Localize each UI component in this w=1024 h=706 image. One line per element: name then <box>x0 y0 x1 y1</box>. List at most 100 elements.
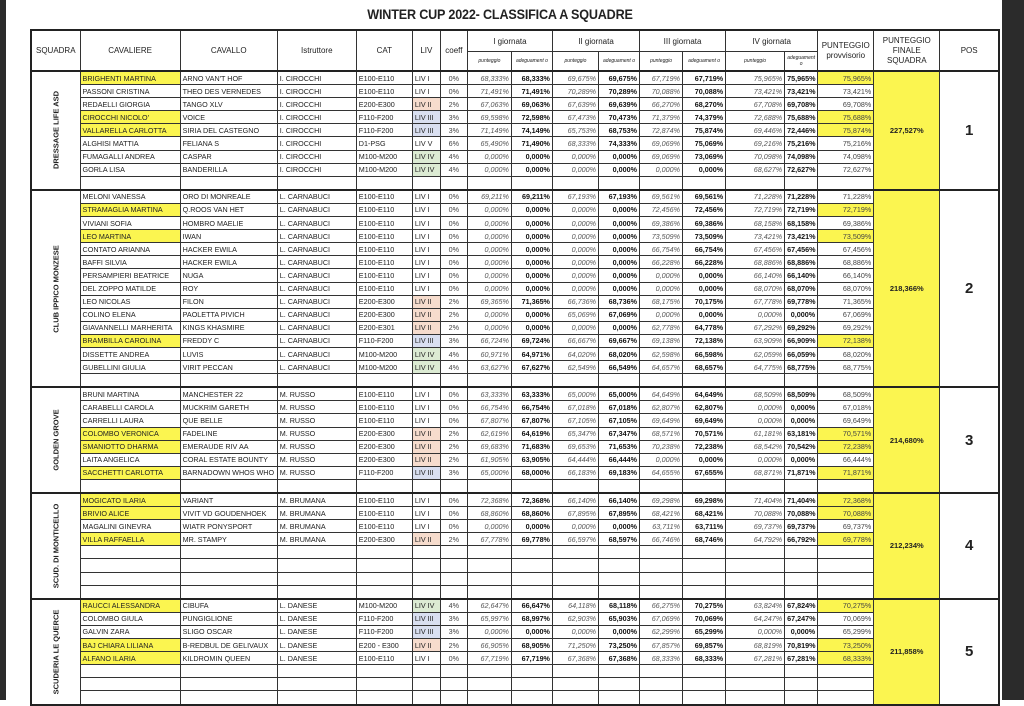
empty-cell <box>466 175 512 191</box>
score-adeguamento: 72,627% <box>784 162 819 177</box>
table-row: LEO MARTINA IWAN L. CARNABUCI E100-E110 LIV … <box>31 229 999 244</box>
category: E200-E300 <box>355 452 413 467</box>
score-adeguamento: 68,860% <box>510 506 553 521</box>
score-punteggio: 71,404% <box>725 492 786 508</box>
level-badge: LIV I <box>411 268 441 283</box>
empty-cell <box>817 558 875 573</box>
horse-name: FREDDY C <box>179 333 278 348</box>
rider-name: VILLA RAFFAELLA <box>79 532 181 547</box>
score-provvisorio: 74,098% <box>817 149 875 164</box>
score-punteggio: 67,778% <box>466 532 512 547</box>
team-label: CLUB IPPICO MONZESE <box>51 244 61 333</box>
empty-row <box>31 584 999 600</box>
empty-cell <box>411 690 441 705</box>
empty-cell <box>551 175 599 191</box>
score-adeguamento: 70,088% <box>784 506 819 521</box>
empty-cell <box>597 373 641 388</box>
horse-name: ORO DI MONREALE <box>179 188 278 204</box>
empty-cell <box>466 545 512 560</box>
category: M100-M200 <box>355 346 413 362</box>
horse-name: HACKER EWILA <box>179 242 278 257</box>
empty-cell <box>510 664 553 679</box>
instructor: L. DANESE <box>276 651 357 666</box>
team-final-score: 212,234% <box>873 492 941 600</box>
empty-cell <box>551 545 599 560</box>
instructor: I. CIROCCHI <box>276 70 357 86</box>
level-badge: LIV I <box>411 413 441 428</box>
score-adeguamento: 65,299% <box>682 624 727 640</box>
level-badge: LIV III <box>411 611 441 626</box>
score-adeguamento: 71,404% <box>784 492 819 508</box>
score-punteggio: 0,000% <box>551 202 599 218</box>
table-row: CONTATO ARIANNA HACKER EWILA L. CARNABUCI E… <box>31 242 999 257</box>
score-provvisorio: 66,140% <box>817 268 875 283</box>
table-row: SCUD. DI MONTICELLO MOGICATO ILARIA VARIAN… <box>30 492 1000 600</box>
horse-name: HACKER EWILA <box>179 255 278 270</box>
score-adeguamento: 68,158% <box>784 216 819 231</box>
rider-name: BRAMBILLA CAROLINA <box>79 333 181 348</box>
score-punteggio: 68,070% <box>725 281 786 296</box>
empty-cell <box>179 545 278 560</box>
category: E100-E110 <box>355 400 413 415</box>
header-provvisorio: PUNTEGGIO provvisorio <box>817 29 875 72</box>
instructor: M. RUSSO <box>276 426 357 441</box>
empty-cell <box>79 571 181 586</box>
empty-cell <box>510 690 553 705</box>
empty-cell <box>276 175 357 191</box>
score-punteggio: 73,509% <box>639 229 684 244</box>
instructor: M. RUSSO <box>276 413 357 428</box>
score-adeguamento: 0,000% <box>597 268 641 283</box>
score-adeguamento: 72,238% <box>682 439 727 454</box>
instructor: I. CIROCCHI <box>276 84 357 99</box>
score-provvisorio: 75,216% <box>817 136 875 151</box>
screen-edge-right <box>1002 0 1024 700</box>
score-punteggio: 68,333% <box>639 651 684 666</box>
score-adeguamento: 68,070% <box>784 281 819 296</box>
rider-name: CIROCCHI NICOLO' <box>79 110 181 125</box>
instructor: L. CARNABUCI <box>276 360 357 375</box>
coefficient: 2% <box>439 532 468 547</box>
score-punteggio: 68,627% <box>725 162 786 177</box>
score-adeguamento: 69,063% <box>510 97 553 112</box>
empty-cell <box>466 571 512 586</box>
table-row: BAJ CHIARA LILIANA B-REDBUL DE GELIVAUX L.… <box>31 638 999 653</box>
score-adeguamento: 68,997% <box>510 611 553 626</box>
empty-cell <box>725 478 786 494</box>
coefficient: 0% <box>439 216 468 231</box>
empty-cell <box>411 558 441 573</box>
empty-cell <box>551 677 599 692</box>
empty-cell <box>725 690 786 705</box>
horse-name: CIBUFA <box>179 597 278 613</box>
score-adeguamento: 67,824% <box>784 597 819 613</box>
empty-cell <box>551 558 599 573</box>
empty-cell <box>466 584 512 600</box>
instructor: I. CIROCCHI <box>276 149 357 164</box>
score-punteggio: 64,247% <box>725 611 786 626</box>
header-giornata-3: III giornata <box>639 29 727 52</box>
score-punteggio: 66,746% <box>639 532 684 547</box>
instructor: M. RUSSO <box>276 439 357 454</box>
score-adeguamento: 75,069% <box>682 136 727 151</box>
level-badge: LIV II <box>411 532 441 547</box>
category: E200-E300 <box>355 532 413 547</box>
score-punteggio: 67,063% <box>466 97 512 112</box>
header-liv: LIV <box>411 29 441 72</box>
empty-cell <box>179 664 278 679</box>
score-adeguamento: 70,289% <box>597 84 641 99</box>
instructor: L. CARNABUCI <box>276 320 357 335</box>
horse-name: BARNADOWN WHOS WHO <box>179 465 278 480</box>
category: F110-F200 <box>355 110 413 125</box>
level-badge: LIV III <box>411 333 441 348</box>
score-punteggio: 0,000% <box>725 307 786 322</box>
category: E100-E110 <box>355 386 413 402</box>
score-provvisorio: 72,138% <box>817 333 875 348</box>
team-position: 1 <box>939 70 1000 191</box>
score-provvisorio: 69,778% <box>817 532 875 547</box>
level-badge: LIV I <box>411 202 441 218</box>
horse-name: IWAN <box>179 229 278 244</box>
score-punteggio: 72,874% <box>639 123 684 138</box>
score-provvisorio: 69,737% <box>817 519 875 534</box>
score-adeguamento: 66,909% <box>784 333 819 348</box>
score-adeguamento: 67,281% <box>784 651 819 666</box>
score-punteggio: 62,619% <box>466 426 512 441</box>
